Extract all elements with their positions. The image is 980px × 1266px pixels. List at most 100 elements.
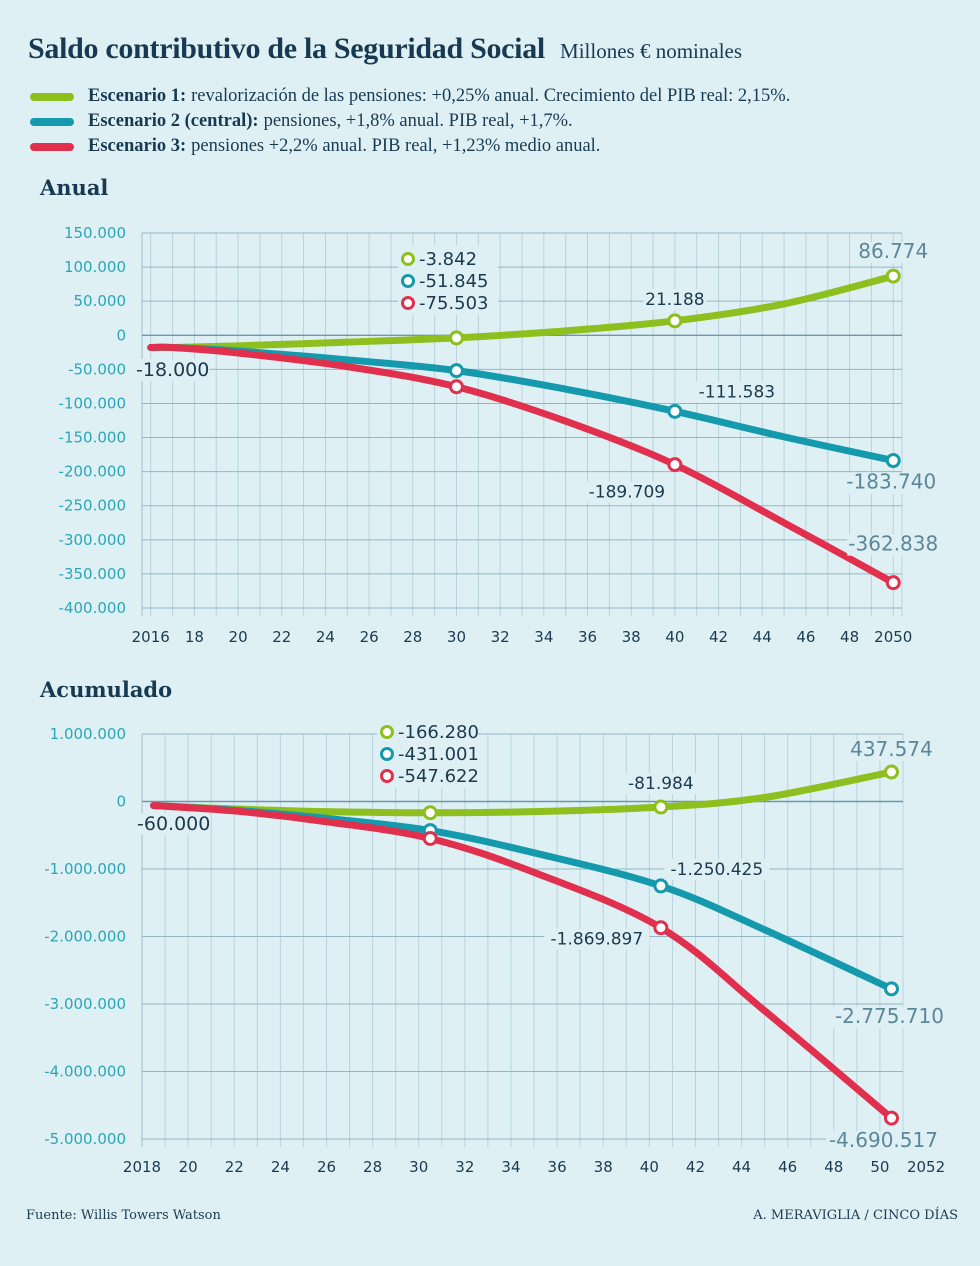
callout-marker-icon <box>380 725 394 739</box>
data-label-background <box>847 534 940 556</box>
y-tick-label: -1.000.000 <box>44 860 126 878</box>
callout-marker-icon <box>401 252 415 266</box>
callout-value: -547.622 <box>398 766 479 787</box>
x-tick-label: 32 <box>455 1158 474 1176</box>
data-point-marker <box>653 799 669 815</box>
callout-value: -75.503 <box>419 293 488 314</box>
callout-value: -431.001 <box>398 744 479 765</box>
x-tick-label: 36 <box>548 1158 567 1176</box>
data-point-marker <box>883 1110 899 1126</box>
y-tick-label: 100.000 <box>64 258 126 276</box>
legend-label-text: pensiones, +1,8% anual. PIB real, +1,7%. <box>263 111 573 131</box>
data-point-marker <box>422 805 438 821</box>
x-tick-label: 34 <box>501 1158 520 1176</box>
callout-marker-icon <box>401 274 415 288</box>
data-label: 86.774 <box>858 239 928 263</box>
callout-value: -166.280 <box>398 722 479 743</box>
legend-label-text: revalorización de las pensiones: +0,25% … <box>191 86 791 106</box>
x-tick-label: 30 <box>447 628 466 646</box>
data-label: -362.838 <box>848 532 938 556</box>
y-tick-label: 0 <box>116 326 126 344</box>
x-tick-label: 42 <box>686 1158 705 1176</box>
data-point-marker <box>885 575 901 591</box>
x-tick-label: 48 <box>840 628 859 646</box>
series-line-3 <box>150 802 895 1122</box>
data-point-marker <box>885 453 901 469</box>
legend-label-text: pensiones +2,2% anual. PIB real, +1,23% … <box>191 136 601 156</box>
legend-label-bold: Escenario 1: <box>88 86 187 106</box>
x-tick-label: 26 <box>360 628 379 646</box>
x-tick-label: 40 <box>665 628 684 646</box>
y-tick-label: -3.000.000 <box>44 995 126 1013</box>
x-tick-label: 28 <box>403 628 422 646</box>
y-tick-label: -50.000 <box>68 360 126 378</box>
callout-marker-icon <box>380 747 394 761</box>
data-point-marker <box>883 981 899 997</box>
data-point-marker <box>653 878 669 894</box>
data-point-marker <box>448 330 464 346</box>
data-label-background <box>135 813 211 835</box>
data-label: -81.984 <box>628 774 694 794</box>
data-label-background <box>694 381 779 403</box>
y-tick-label: -4.000.000 <box>44 1063 126 1081</box>
x-tick-label: 18 <box>185 628 204 646</box>
series-line-3 <box>147 343 897 587</box>
data-label: -111.583 <box>699 382 775 402</box>
legend: Escenario 1: revalorización de las pensi… <box>30 84 790 159</box>
credit-note: A. MERAVIGLIA / CINCO DÍAS <box>753 1208 958 1223</box>
legend-item-escenario-2: Escenario 2 (central): pensiones, +1,8% … <box>30 109 790 134</box>
data-point-marker <box>885 268 901 284</box>
legend-swatch-green <box>30 92 74 101</box>
section-title-acumulado: Acumulado <box>40 677 173 702</box>
data-label-background <box>858 242 928 264</box>
data-label-background <box>544 928 650 950</box>
data-point-marker <box>448 363 464 379</box>
callout-value: -51.845 <box>419 271 488 292</box>
x-tick-label: 46 <box>778 1158 797 1176</box>
legend-label-bold: Escenario 2 (central): <box>88 111 259 131</box>
chart-header: Saldo contributivo de la Seguridad Socia… <box>28 32 742 66</box>
x-tick-label: 2050 <box>874 628 912 646</box>
data-point-marker <box>667 313 683 329</box>
y-tick-label: 150.000 <box>64 224 126 242</box>
legend-label-bold: Escenario 3: <box>88 136 187 156</box>
x-tick-label: 38 <box>622 628 641 646</box>
x-tick-label: 42 <box>709 628 728 646</box>
x-tick-label: 22 <box>272 628 291 646</box>
x-tick-label: 28 <box>363 1158 382 1176</box>
chart-subtitle: Millones € nominales <box>560 39 743 63</box>
data-label-background <box>134 359 210 381</box>
callout-marker-icon <box>401 296 415 310</box>
start-value-label: -18.000 <box>136 359 209 381</box>
chart-title: Saldo contributivo de la Seguridad Socia… <box>28 32 545 65</box>
x-tick-label: 44 <box>753 628 772 646</box>
data-label-background <box>851 739 932 761</box>
x-tick-label: 2052 <box>907 1158 945 1176</box>
data-label-background <box>643 288 707 310</box>
section-title-anual: Anual <box>40 175 109 200</box>
x-tick-label: 22 <box>225 1158 244 1176</box>
data-label: 437.574 <box>850 737 933 761</box>
x-tick-label: 48 <box>824 1158 843 1176</box>
data-label: -1.869.897 <box>551 930 644 950</box>
start-value-label: -60.000 <box>137 813 210 835</box>
y-tick-label: -250.000 <box>59 497 126 515</box>
y-tick-label: -100.000 <box>59 394 126 412</box>
chart-anual: 150.000 100.000 50.000 0 -50.000 -100.000 -150… <box>59 224 940 646</box>
x-tick-label: 24 <box>316 628 335 646</box>
x-tick-label: 46 <box>796 628 815 646</box>
data-label: -1.250.425 <box>671 860 764 880</box>
y-tick-label: -400.000 <box>59 599 126 617</box>
x-tick-label: 26 <box>317 1158 336 1176</box>
x-tick-label: 2016 <box>132 628 170 646</box>
chart-acumulado: 1.000.000 0 -1.000.000 -2.000.000 -3.000.000… <box>44 718 947 1176</box>
y-tick-label: -5.000.000 <box>44 1130 126 1148</box>
data-label: -2.775.710 <box>835 1004 944 1028</box>
legend-swatch-teal <box>30 117 74 126</box>
callout-marker-icon <box>380 769 394 783</box>
x-tick-label: 40 <box>640 1158 659 1176</box>
data-label-background <box>624 773 698 795</box>
y-tick-label: 1.000.000 <box>50 725 126 743</box>
x-tick-label: 38 <box>594 1158 613 1176</box>
